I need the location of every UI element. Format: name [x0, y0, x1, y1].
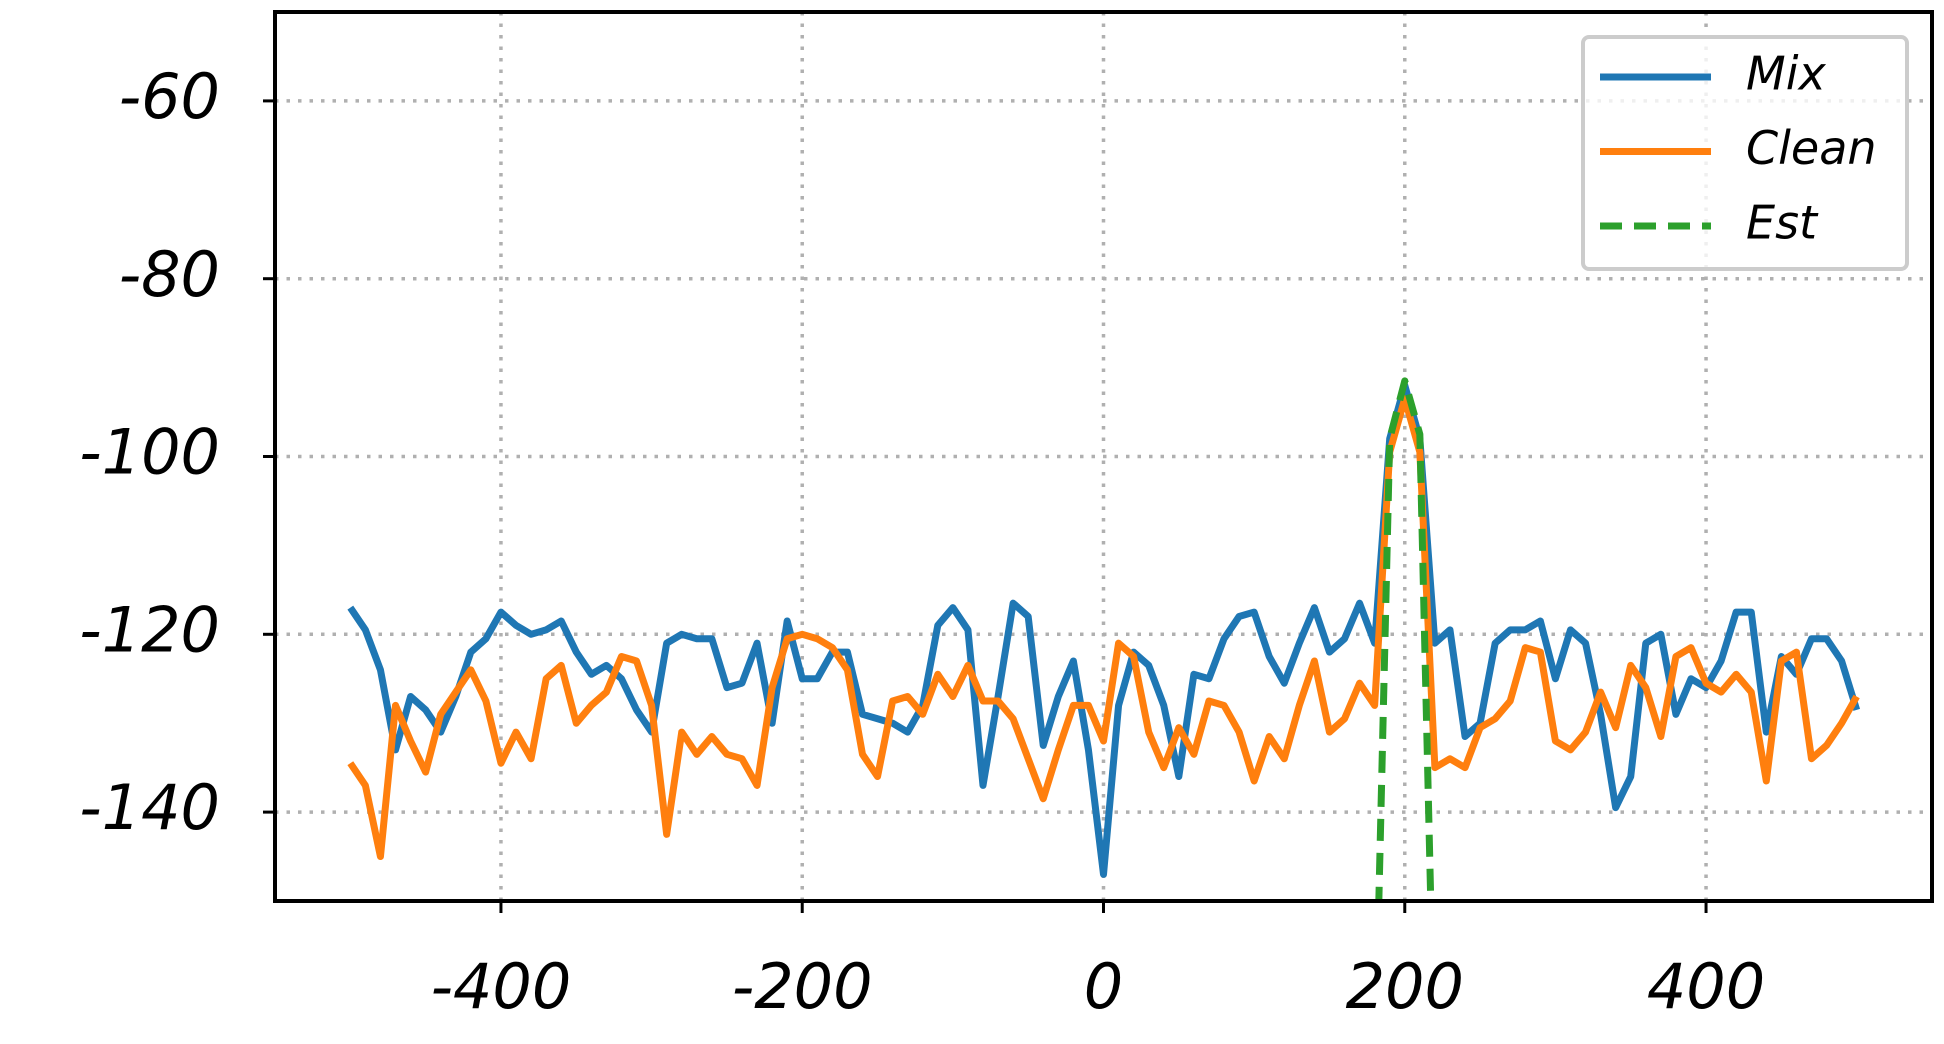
x-tick-label: -400: [431, 950, 572, 1023]
legend: Mix Clean Est: [1581, 35, 1909, 271]
series-line: [347, 395, 1860, 861]
series-line: [347, 381, 1861, 878]
series-line: [1375, 377, 1435, 901]
legend-label: Mix: [1746, 47, 1826, 101]
legend-label: Est: [1746, 196, 1819, 250]
x-tick-label: 200: [1346, 950, 1464, 1023]
legend-box: [1581, 35, 1909, 271]
y-tick-label: -60: [119, 60, 220, 133]
y-tick-label: -80: [119, 238, 220, 311]
x-tick-label: 400: [1647, 950, 1765, 1023]
y-tick-label: -100: [79, 416, 220, 489]
x-tick-label: -200: [732, 950, 873, 1023]
legend-label: Clean: [1746, 121, 1877, 175]
y-tick-label: -140: [79, 771, 220, 844]
y-tick-label: -120: [79, 593, 220, 666]
plot-frame: [273, 10, 1934, 903]
x-tick-label: 0: [1084, 950, 1123, 1023]
